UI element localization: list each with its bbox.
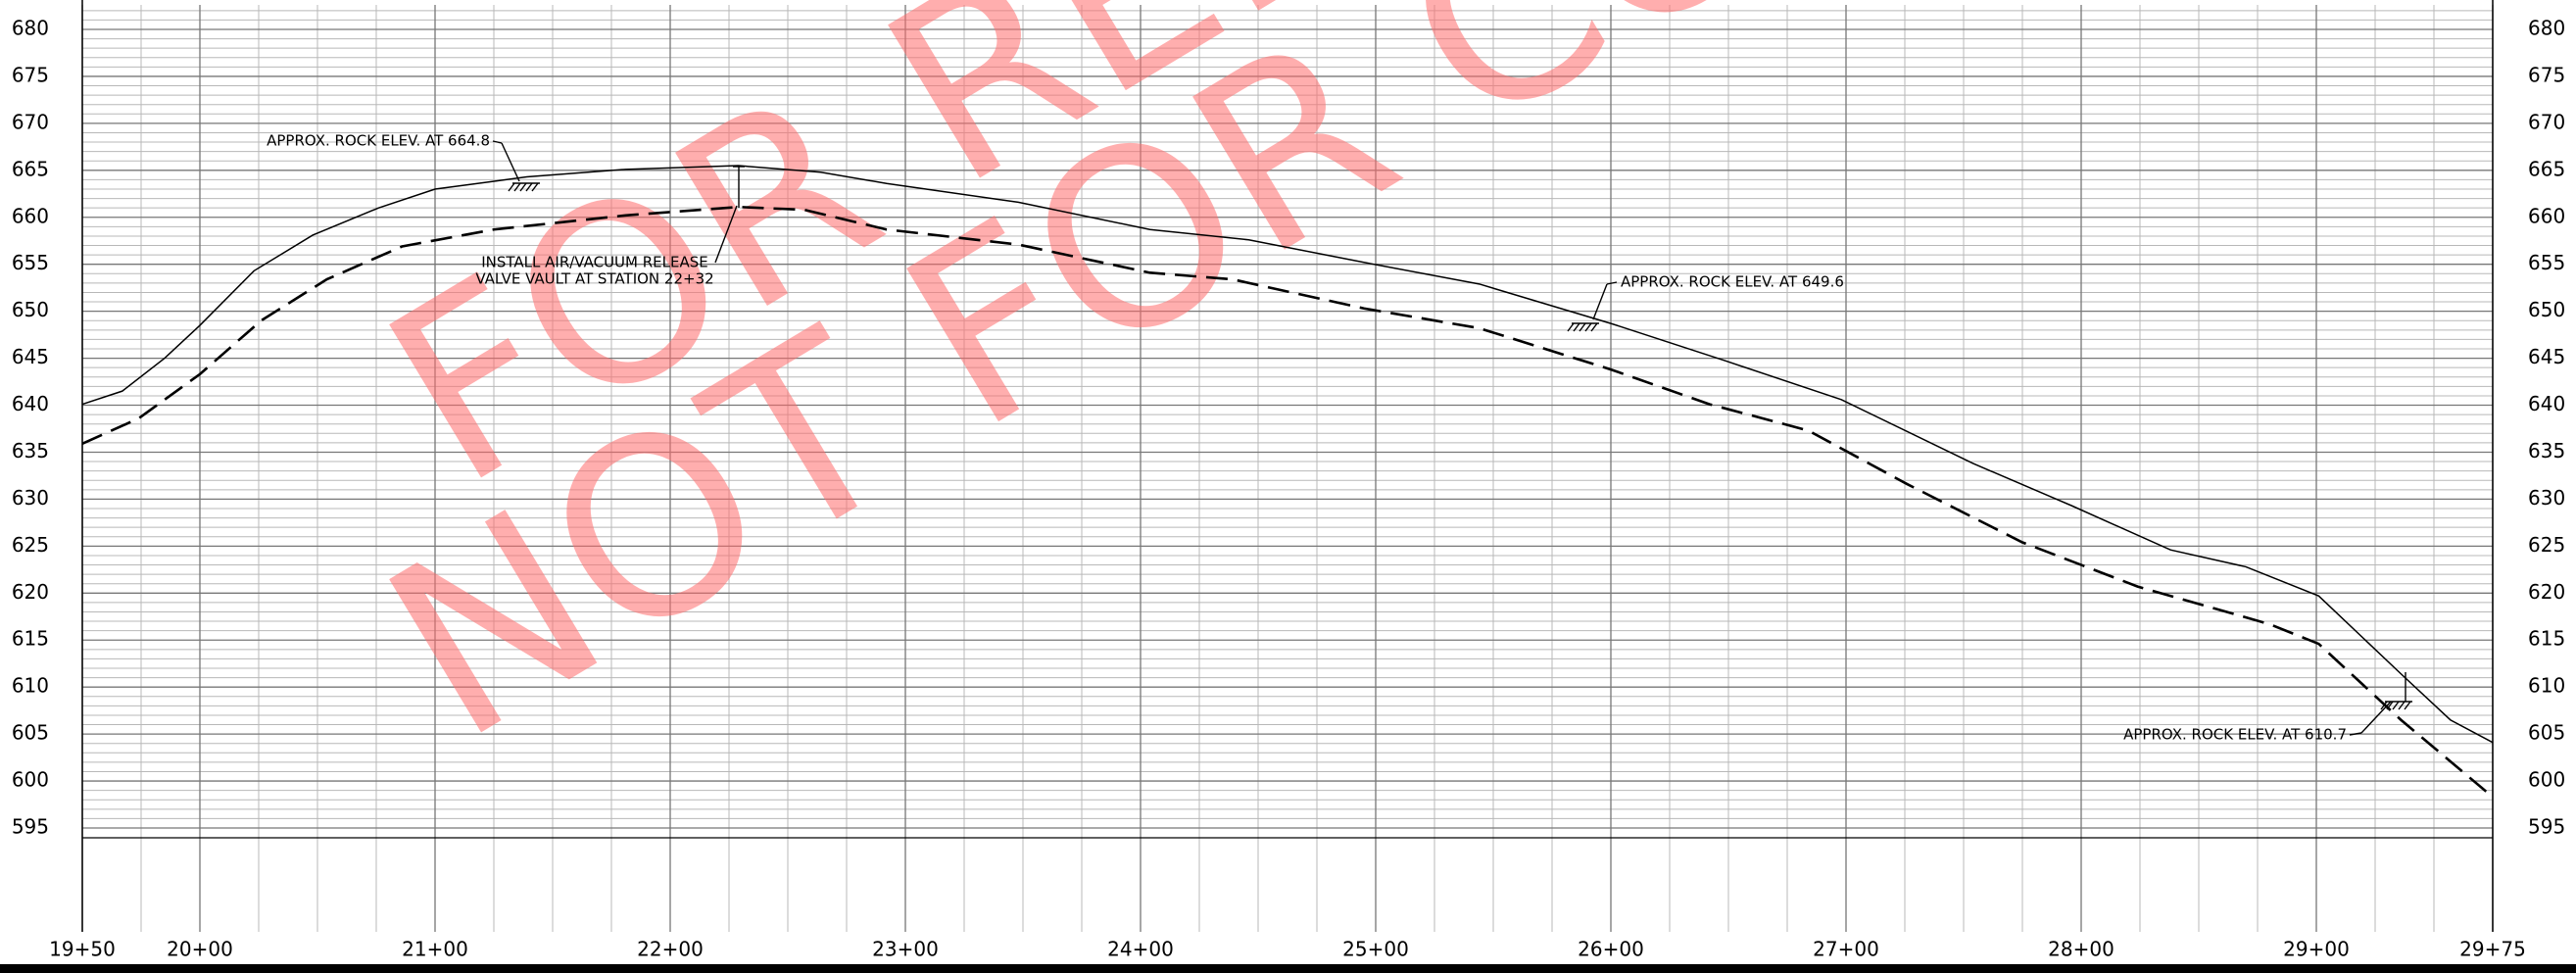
y-tick-label-right: 660: [2528, 204, 2565, 227]
y-tick-label-right: 620: [2528, 580, 2565, 604]
y-tick-label: 595: [12, 815, 49, 839]
x-tick-label: 26+00: [1578, 938, 1644, 961]
leader-line: [2404, 701, 2411, 710]
leader-line: [501, 142, 520, 182]
y-tick-label-right: 670: [2528, 110, 2565, 133]
y-tick-label-right: 630: [2528, 486, 2565, 510]
y-tick-label: 655: [12, 251, 49, 274]
leader-line: [1573, 322, 1580, 332]
leader-line: [1606, 281, 1618, 285]
leader-line: [714, 205, 738, 264]
y-tick-label: 675: [12, 63, 49, 86]
y-tick-label: 670: [12, 110, 49, 133]
leader-line: [1592, 283, 1608, 320]
x-tick-label: 22+00: [637, 938, 704, 961]
x-tick-label: 29+75: [2459, 938, 2526, 961]
leader-line: [2398, 701, 2406, 710]
y-tick-label-right: 600: [2528, 768, 2565, 792]
leader-line: [525, 182, 533, 192]
leader-line: [1584, 322, 1592, 332]
x-tick-label: 19+50: [49, 938, 116, 961]
annotation: APPROX. ROCK ELEV. AT 649.6: [1621, 273, 1844, 291]
leader-line: [1590, 322, 1598, 332]
x-tick-label: 25+00: [1342, 938, 1409, 961]
y-tick-label-right: 675: [2528, 63, 2565, 86]
y-tick-label: 620: [12, 580, 49, 604]
y-tick-label-right: 640: [2528, 392, 2565, 415]
y-tick-label-right: 610: [2528, 674, 2565, 698]
leader-line: [2349, 732, 2362, 736]
y-tick-label: 665: [12, 157, 49, 180]
y-tick-label: 645: [12, 345, 49, 368]
bottom-border: [0, 964, 2576, 973]
x-tick-label: 24+00: [1107, 938, 1174, 961]
x-tick-label: 21+00: [402, 938, 468, 961]
y-tick-label: 600: [12, 768, 49, 792]
y-tick-label: 625: [12, 533, 49, 557]
y-tick-label: 660: [12, 204, 49, 227]
y-tick-label-right: 615: [2528, 627, 2565, 651]
x-tick-label: 27+00: [1813, 938, 1879, 961]
y-tick-label-right: 625: [2528, 533, 2565, 557]
y-tick-label: 680: [12, 17, 49, 40]
x-tick-label: 29+00: [2283, 938, 2350, 961]
y-tick-label-right: 605: [2528, 721, 2565, 745]
annotation: APPROX. ROCK ELEV. AT 664.8: [267, 132, 490, 150]
leader-line: [492, 140, 503, 144]
y-tick-label-right: 645: [2528, 345, 2565, 368]
leader-line: [2392, 701, 2400, 710]
y-tick-label: 635: [12, 439, 49, 462]
y-tick-label-right: 650: [2528, 298, 2565, 321]
leader-line: [1567, 322, 1575, 332]
y-tick-label: 615: [12, 627, 49, 651]
series-line: [81, 165, 2494, 744]
leader-line: [513, 182, 521, 192]
y-tick-label-right: 655: [2528, 251, 2565, 274]
y-tick-label: 610: [12, 674, 49, 698]
y-tick-label: 650: [12, 298, 49, 321]
y-tick-label: 605: [12, 721, 49, 745]
leader-line: [2380, 701, 2388, 710]
x-tick-label: 23+00: [872, 938, 939, 961]
y-tick-label-right: 680: [2528, 17, 2565, 40]
y-tick-label-right: 665: [2528, 157, 2565, 180]
watermark: FOR REFERENCENOT FOR CONSTRUCTION: [344, 0, 2576, 795]
leader-line: [2360, 701, 2392, 734]
annotation: APPROX. ROCK ELEV. AT 610.7: [2123, 726, 2347, 744]
x-tick-label: 28+00: [2048, 938, 2114, 961]
leader-line: [1579, 322, 1586, 332]
x-tick-label: 20+00: [167, 938, 233, 961]
y-tick-label: 640: [12, 392, 49, 415]
leader-line: [2386, 701, 2394, 710]
series-line: [81, 205, 2494, 799]
y-tick-label-right: 635: [2528, 439, 2565, 462]
leader-line: [508, 182, 515, 192]
y-tick-label-right: 595: [2528, 815, 2565, 839]
y-tick-label: 630: [12, 486, 49, 510]
leader-line: [531, 182, 539, 192]
leader-line: [519, 182, 527, 192]
annotation: VALVE VAULT AT STATION 22+32: [475, 270, 713, 288]
annotation: INSTALL AIR/VACUUM RELEASE: [481, 254, 708, 271]
